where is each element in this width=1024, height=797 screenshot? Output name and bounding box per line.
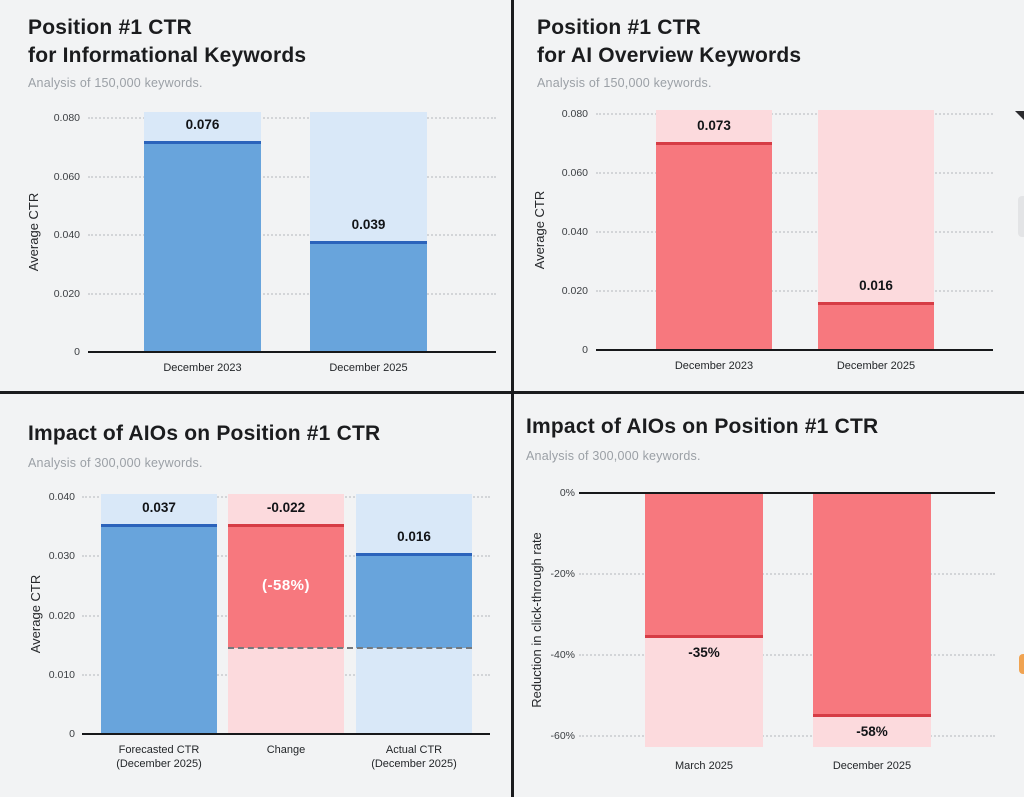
y-tick-label: 0	[69, 728, 75, 740]
bar-value-label: 0.016	[397, 529, 431, 545]
x-category-label: December 2025	[832, 760, 912, 772]
gridline	[579, 654, 995, 656]
x-category-label: Change	[266, 744, 306, 756]
x-category-label: March 2025	[674, 760, 734, 772]
chart-subtitle: Analysis of 300,000 keywords.	[28, 456, 203, 470]
x-category-label: Forecasted CTR (December 2025)	[116, 744, 202, 770]
aio-impact-reduction-chart: 0% -20% -40% -60% -35% -58% March 2025 December…	[515, 394, 1024, 797]
bar-inner-label: (-58%)	[261, 576, 310, 594]
bar	[101, 523, 217, 734]
y-tick-label: 0	[74, 346, 80, 358]
y-tick-label: 0.040	[48, 491, 75, 503]
chart-title: Position #1 CTR for AI Overview Keywords	[537, 16, 802, 67]
gridline	[596, 172, 993, 174]
informational-ctr-chart: 0.080 0.060 0.040 0.020 0 0.076 0.039 December …	[0, 0, 511, 391]
y-tick-label: -40%	[550, 649, 575, 661]
x-axis-line	[82, 733, 490, 736]
bar	[656, 142, 772, 350]
gridline	[88, 292, 496, 295]
panel-position1-ctr-ai-overview: Position #1 CTR for AI Overview Keywords…	[515, 0, 1024, 391]
bar-value-label: 0.016	[859, 277, 893, 293]
ai-overview-ctr-chart: 0.080 0.060 0.040 0.020 0 0.073 0.016 December …	[515, 0, 1024, 391]
bar	[818, 301, 934, 350]
y-tick-label: 0%	[559, 487, 575, 499]
bar-value-label: -35%	[688, 644, 720, 660]
y-tick-label: 0.020	[561, 285, 588, 297]
vertical-divider	[511, 0, 514, 797]
edge-cursor-arrow-icon	[1015, 111, 1024, 120]
bar-value-label: 0.037	[142, 499, 176, 515]
bar	[356, 553, 472, 649]
aio-impact-waterfall-chart: 0.040 0.030 0.020 0.010 0 0.037 -0.022 0.016 (-5…	[0, 394, 511, 797]
panel-aio-impact-reduction: Impact of AIOs on Position #1 CTR Analys…	[515, 394, 1024, 797]
y-axis-title: Average CTR	[26, 192, 41, 272]
bar-value-label: 0.073	[697, 118, 731, 134]
gridline	[88, 175, 496, 178]
panel-position1-ctr-informational: Position #1 CTR for Informational Keywor…	[0, 0, 511, 391]
y-tick-label: 0.040	[561, 226, 588, 238]
x-axis-line	[596, 349, 993, 352]
chart-subtitle: Analysis of 300,000 keywords.	[526, 449, 701, 463]
y-tick-label: 0.030	[48, 550, 75, 563]
chart-subtitle: Analysis of 150,000 keywords.	[537, 76, 712, 90]
x-category-label: Actual CTR (December 2025)	[371, 744, 457, 770]
bar	[144, 141, 261, 352]
baseline-dashed-line	[228, 647, 472, 650]
chart-subtitle: Analysis of 150,000 keywords.	[28, 76, 203, 90]
y-axis-title: Average CTR	[532, 190, 547, 270]
y-tick-label: 0.020	[53, 287, 80, 300]
y-tick-label: 0.080	[561, 108, 588, 120]
y-tick-label: -60%	[550, 730, 575, 742]
gridline	[88, 234, 496, 236]
bar	[228, 523, 344, 649]
x-axis-line	[579, 492, 995, 495]
bar-value-label: 0.039	[351, 216, 386, 232]
chart-title: Impact of AIOs on Position #1 CTR	[28, 422, 381, 445]
chart-title: Position #1 CTR for Informational Keywor…	[28, 16, 307, 67]
y-tick-label: 0.010	[48, 668, 75, 681]
y-tick-label: -20%	[550, 568, 575, 580]
bar-value-label: 0.076	[185, 117, 220, 133]
x-category-label: December 2025	[836, 360, 916, 372]
y-tick-label: 0.060	[561, 167, 588, 179]
y-axis-title: Average CTR	[28, 574, 43, 654]
edge-scrollbar-thumb[interactable]	[1018, 196, 1024, 237]
chart-title: Impact of AIOs on Position #1 CTR	[526, 415, 879, 438]
bar	[310, 240, 427, 352]
y-tick-label: 0	[582, 344, 588, 356]
bar	[645, 493, 763, 638]
panel-aio-impact-waterfall: Impact of AIOs on Position #1 CTR Analys…	[0, 394, 511, 797]
gridline	[88, 117, 496, 119]
bar-value-label: -58%	[856, 723, 888, 739]
gridline	[596, 290, 993, 292]
horizontal-divider	[0, 391, 1024, 394]
x-axis-line	[88, 351, 496, 354]
y-tick-label: 0.060	[53, 170, 80, 183]
gridline	[579, 735, 995, 737]
edge-orange-fragment	[1019, 654, 1024, 674]
bar-value-label: -0.022	[266, 499, 306, 515]
gridline	[596, 113, 993, 115]
y-tick-label: 0.080	[53, 112, 80, 124]
gridline	[596, 231, 993, 233]
x-category-label: December 2023	[674, 360, 754, 372]
x-category-label: December 2023	[163, 362, 242, 374]
bar	[813, 493, 931, 717]
y-axis-title: Reduction in click-through rate	[529, 532, 544, 708]
gridline	[579, 573, 995, 575]
y-tick-label: 0.020	[48, 609, 75, 622]
x-category-label: December 2025	[329, 362, 408, 374]
y-tick-label: 0.040	[53, 229, 80, 241]
